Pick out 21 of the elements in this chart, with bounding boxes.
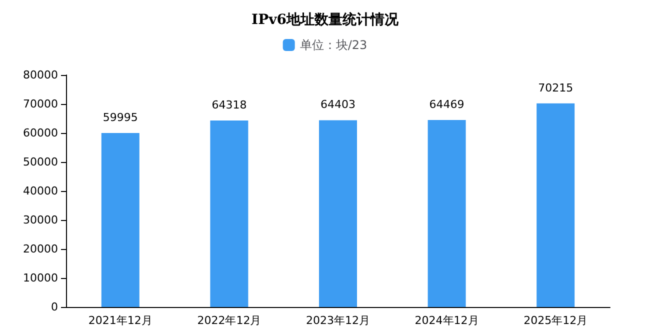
- y-tick-label: 40000: [23, 184, 58, 198]
- data-label: 70215: [538, 81, 574, 94]
- y-tick-label: 70000: [23, 98, 58, 110]
- y-tick-label: 20000: [23, 242, 58, 256]
- data-label: 59995: [102, 111, 138, 124]
- chart-title: IPv6地址数量统计情况: [252, 11, 400, 28]
- data-label: 64318: [212, 98, 247, 112]
- x-tick-label: 2024年12月: [414, 314, 479, 327]
- x-tick-label: 2023年12月: [306, 314, 370, 327]
- y-tick-label: 10000: [23, 272, 58, 284]
- x-tick-label: 2021年12月: [88, 314, 152, 327]
- data-label: 64403: [320, 98, 356, 112]
- y-tick-label: 30000: [23, 214, 58, 226]
- x-tick-label: 2025年12月: [524, 314, 588, 327]
- y-tick-label: 80000: [23, 68, 58, 82]
- y-tick-label: 0: [51, 300, 58, 314]
- data-label: 64469: [429, 98, 464, 112]
- y-tick-label: 60000: [23, 126, 58, 140]
- y-tick-label: 50000: [23, 156, 58, 168]
- legend-label: 单位：块/23: [300, 38, 368, 52]
- x-tick-label: 2022年12月: [197, 314, 262, 327]
